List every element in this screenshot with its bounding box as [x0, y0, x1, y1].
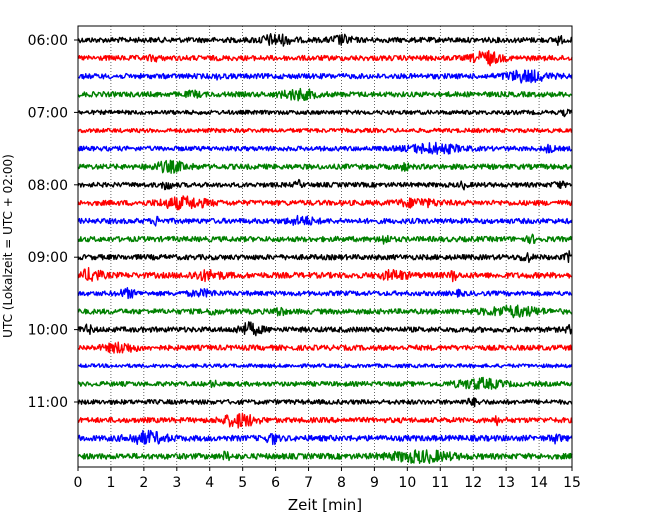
x-tick-label: 15 — [563, 475, 581, 491]
y-tick-label: 08:00 — [28, 178, 68, 194]
trace-0830 — [77, 214, 573, 227]
x-tick-label: 14 — [530, 475, 548, 491]
trace-0915 — [77, 267, 573, 283]
x-tick-label: 7 — [304, 475, 313, 491]
trace-0845 — [77, 233, 573, 245]
trace-0715 — [77, 127, 573, 134]
trace-1030 — [77, 363, 573, 369]
x-tick-label: 8 — [337, 475, 346, 491]
plot-frame — [77, 25, 573, 468]
trace-1145 — [77, 449, 573, 464]
trace-0930 — [77, 287, 573, 300]
x-tick-label: 1 — [106, 475, 115, 491]
x-tick-label: 13 — [497, 475, 515, 491]
seismogram-traces — [77, 33, 573, 464]
y-axis-ticks: 06:00 07:00 08:00 09:00 10:00 11:00 — [28, 33, 78, 411]
trace-0900 — [77, 250, 573, 264]
y-tick-label: 09:00 — [28, 250, 68, 266]
trace-0800 — [77, 178, 573, 191]
x-tick-label: 6 — [271, 475, 280, 491]
trace-0600 — [77, 33, 573, 47]
y-tick-label: 07:00 — [28, 105, 68, 121]
trace-1045 — [77, 376, 573, 390]
trace-0630 — [77, 69, 573, 84]
x-tick-label: 4 — [205, 475, 214, 491]
x-tick-label: 11 — [431, 475, 449, 491]
trace-0945 — [77, 304, 573, 319]
trace-1015 — [77, 341, 573, 354]
x-tick-label: 3 — [172, 475, 181, 491]
x-axis-label: Zeit [min] — [288, 496, 362, 514]
y-tick-label: 11:00 — [28, 395, 68, 411]
trace-0745 — [77, 159, 573, 174]
y-tick-label: 06:00 — [28, 33, 68, 49]
x-tick-label: 12 — [464, 475, 482, 491]
trace-0700 — [77, 108, 573, 118]
x-axis-ticks: 0 1 2 3 4 5 6 7 8 9 10 11 12 13 14 15 — [74, 467, 581, 491]
trace-1000 — [77, 321, 573, 337]
x-tick-label: 0 — [74, 475, 83, 491]
y-axis-label: UTC (Lokalzeit = UTC + 02:00) — [1, 154, 15, 338]
x-tick-label: 2 — [139, 475, 148, 491]
y-tick-label: 10:00 — [28, 323, 68, 339]
trace-0730 — [77, 141, 573, 155]
trace-1100 — [77, 396, 573, 408]
x-tick-label: 10 — [398, 475, 416, 491]
x-tick-label: 5 — [238, 475, 247, 491]
trace-1115 — [77, 412, 573, 429]
trace-0615 — [77, 50, 573, 67]
x-tick-label: 9 — [370, 475, 379, 491]
trace-0815 — [77, 195, 573, 211]
trace-0645 — [77, 87, 573, 102]
trace-1130 — [77, 429, 573, 446]
